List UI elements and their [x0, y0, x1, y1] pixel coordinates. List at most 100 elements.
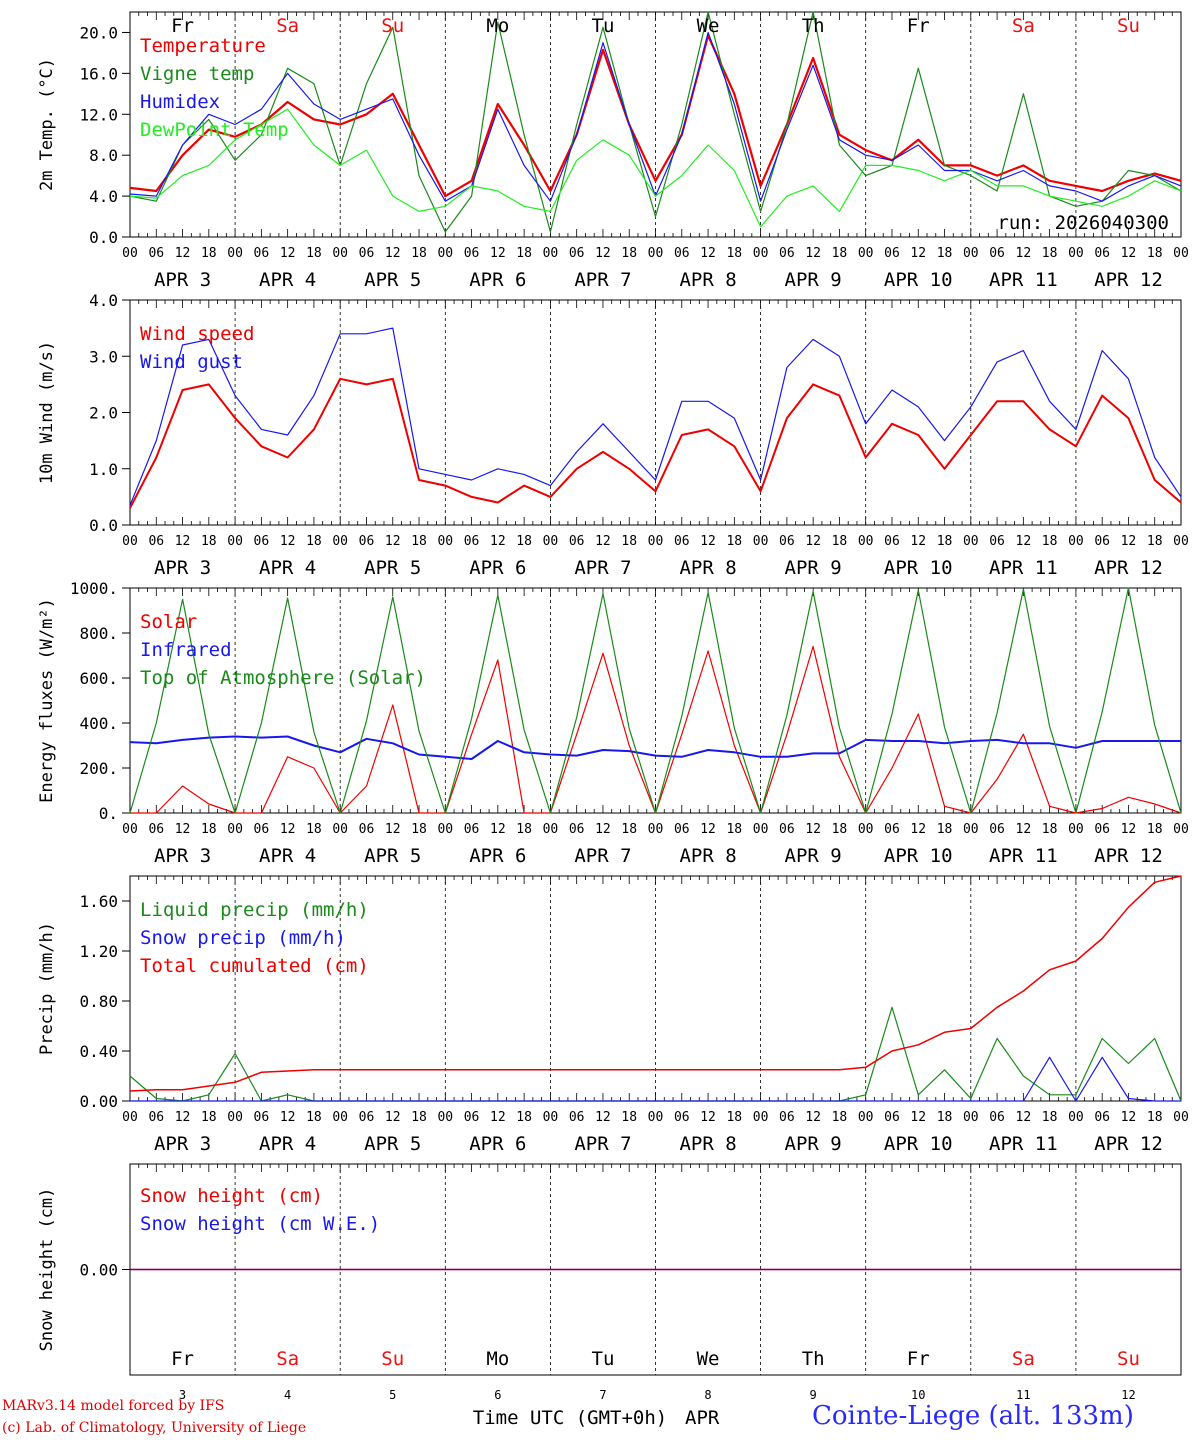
- hour-tick-label: 18: [832, 822, 848, 837]
- date-label: APR 11: [989, 845, 1058, 867]
- y-tick-label: 1.60: [79, 892, 118, 911]
- hour-tick-label: 06: [989, 1110, 1005, 1125]
- hour-tick-label: 18: [832, 534, 848, 549]
- hour-tick-label: 18: [1147, 822, 1163, 837]
- hour-tick-label: 12: [700, 246, 716, 261]
- legend-entry: Solar: [140, 611, 197, 633]
- date-label: APR 8: [679, 845, 736, 867]
- day-number-label: 10: [911, 1388, 925, 1402]
- legend-entry: Temperature: [140, 35, 266, 57]
- series-line: [129, 587, 1182, 814]
- hour-tick-label: 18: [1147, 246, 1163, 261]
- hour-tick-label: 12: [910, 246, 926, 261]
- weekday-label: Th: [802, 1348, 825, 1370]
- hour-tick-label: 00: [648, 1110, 664, 1125]
- legend-entry: Liquid precip (mm/h): [140, 899, 369, 921]
- y-axis-title: Energy fluxes (W/m²): [37, 598, 57, 803]
- hour-tick-label: 00: [122, 534, 138, 549]
- weekday-label: Su: [381, 1348, 404, 1370]
- date-label: APR 4: [259, 269, 316, 291]
- weekday-label: Mo: [486, 1348, 509, 1370]
- hour-tick-label: 00: [858, 822, 874, 837]
- y-tick-label: 16.0: [79, 64, 118, 83]
- run-label: run: 2026040300: [997, 212, 1169, 234]
- model-credit: MARv3.14 model forced by IFS: [2, 1398, 225, 1414]
- date-label: APR 10: [884, 845, 953, 867]
- weekday-label: Fr: [171, 15, 194, 37]
- y-tick-label: 20.0: [79, 23, 118, 42]
- hour-tick-label: 18: [621, 1110, 637, 1125]
- hour-tick-label: 12: [805, 1110, 821, 1125]
- hour-tick-label: 12: [1016, 1110, 1032, 1125]
- hour-tick-label: 00: [332, 246, 348, 261]
- hour-tick-label: 12: [385, 534, 401, 549]
- hour-tick-label: 18: [411, 1110, 427, 1125]
- date-label: APR 12: [1094, 845, 1163, 867]
- hour-tick-label: 18: [306, 1110, 322, 1125]
- date-label: APR 12: [1094, 1133, 1163, 1155]
- day-number-label: 6: [494, 1388, 501, 1402]
- hour-tick-label: 00: [227, 534, 243, 549]
- hour-tick-label: 12: [1016, 246, 1032, 261]
- hour-tick-label: 18: [201, 534, 217, 549]
- y-tick-label: 600.: [79, 669, 118, 688]
- legend-entry: Wind gust: [140, 351, 243, 373]
- date-label: APR 10: [884, 1133, 953, 1155]
- y-tick-label: 3.0: [89, 347, 118, 366]
- hour-tick-label: 00: [122, 822, 138, 837]
- hour-tick-label: 00: [753, 1110, 769, 1125]
- day-number-label: 8: [704, 1388, 711, 1402]
- hour-tick-label: 12: [175, 1110, 191, 1125]
- day-number-label: 3: [179, 1388, 186, 1402]
- date-label: APR 12: [1094, 269, 1163, 291]
- weekday-label: Tu: [592, 1348, 615, 1370]
- hour-tick-label: 06: [1094, 534, 1110, 549]
- hour-tick-label: 00: [753, 822, 769, 837]
- hour-tick-label: 00: [648, 246, 664, 261]
- hour-tick-label: 18: [1147, 534, 1163, 549]
- date-label: APR 5: [364, 269, 421, 291]
- hour-tick-label: 18: [516, 534, 532, 549]
- y-tick-label: 0.00: [79, 1261, 118, 1280]
- hour-tick-label: 06: [1094, 246, 1110, 261]
- series-line: [129, 327, 1182, 506]
- hour-tick-label: 06: [464, 1110, 480, 1125]
- date-label: APR 5: [364, 1133, 421, 1155]
- date-label: APR 10: [884, 557, 953, 579]
- hour-tick-label: 06: [569, 1110, 585, 1125]
- hour-tick-label: 12: [595, 534, 611, 549]
- series-line: [129, 11, 1182, 233]
- hour-tick-label: 00: [963, 246, 979, 261]
- legend-entry: Snow height (cm): [140, 1185, 323, 1207]
- hour-tick-label: 00: [227, 1110, 243, 1125]
- date-label: APR 7: [574, 269, 631, 291]
- y-tick-label: 200.: [79, 759, 118, 778]
- hour-tick-label: 12: [700, 1110, 716, 1125]
- hour-tick-label: 06: [254, 822, 270, 837]
- series-line: [129, 34, 1182, 198]
- hour-tick-label: 00: [753, 534, 769, 549]
- legend-entry: Humidex: [140, 91, 220, 113]
- weekday-label: Su: [1117, 1348, 1140, 1370]
- hour-tick-label: 06: [1094, 1110, 1110, 1125]
- day-number-label: 12: [1121, 1388, 1135, 1402]
- hour-tick-label: 12: [490, 246, 506, 261]
- hour-tick-label: 18: [411, 246, 427, 261]
- hour-tick-label: 12: [385, 822, 401, 837]
- date-label: APR 3: [154, 1133, 211, 1155]
- x-axis-title: Time UTC (GMT+0h): [473, 1407, 667, 1429]
- y-tick-label: 12.0: [79, 105, 118, 124]
- hour-tick-label: 12: [595, 1110, 611, 1125]
- date-label: APR 9: [785, 845, 842, 867]
- day-number-label: 9: [810, 1388, 817, 1402]
- hour-tick-label: 06: [359, 1110, 375, 1125]
- hour-tick-label: 12: [1016, 822, 1032, 837]
- day-number-label: 7: [599, 1388, 606, 1402]
- station-title: Cointe-Liege (alt. 133m): [812, 1401, 1134, 1431]
- hour-tick-label: 12: [1121, 822, 1137, 837]
- hour-tick-label: 00: [543, 822, 559, 837]
- y-tick-label: 0.0: [89, 228, 118, 247]
- hour-tick-label: 06: [884, 246, 900, 261]
- series-line: [129, 108, 1182, 228]
